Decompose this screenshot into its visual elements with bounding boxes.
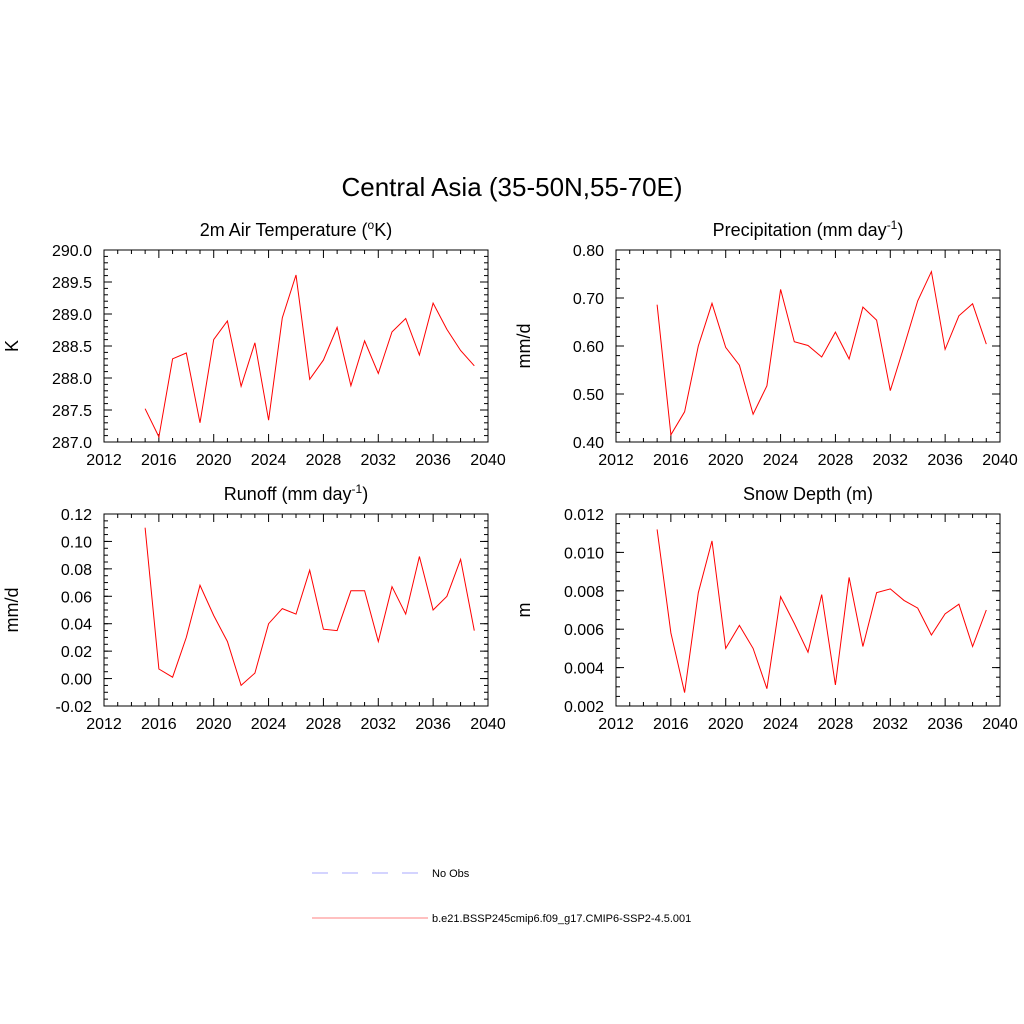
- x-tick-label: 2020: [196, 452, 232, 469]
- x-tick-label: 2020: [708, 452, 744, 469]
- y-tick-label: 0.60: [573, 339, 604, 356]
- x-tick-label: 2020: [708, 716, 744, 733]
- y-tick-label: 0.40: [573, 435, 604, 452]
- x-tick-label: 2024: [763, 716, 799, 733]
- x-tick-label: 2024: [763, 452, 799, 469]
- panel-title-sup: o: [368, 218, 375, 232]
- panel-snow: Snow Depth (m) m 2012 2016 2020 2024 2028 2032 2…: [514, 484, 1018, 733]
- panel-precip: Precipitation (mm day-1) mm/d 2012 2016 2020…: [514, 218, 1018, 469]
- x-tick-label: 2024: [251, 716, 287, 733]
- x-tick-label: 2016: [141, 452, 177, 469]
- axis-frame: [615, 513, 1001, 707]
- y-axis-label: mm/d: [514, 324, 534, 369]
- x-tick-label: 2040: [470, 716, 506, 733]
- x-tick-label: 2012: [86, 716, 122, 733]
- y-tick-label: 289.0: [52, 307, 92, 324]
- panels: 2m Air Temperature (oK) K 2012 2016 2020 2024…: [2, 218, 1018, 733]
- panel-title-sup: -1: [887, 218, 898, 232]
- x-tick-label: 2032: [360, 452, 396, 469]
- y-tick-label: 0.02: [61, 644, 92, 661]
- y-tick-label: 287.0: [52, 435, 92, 452]
- y-tick-label: 0.12: [61, 507, 92, 524]
- x-tick-label: 2036: [415, 716, 451, 733]
- y-tick-label: 0.010: [564, 545, 604, 562]
- x-tick-label: 2040: [982, 716, 1018, 733]
- y-tick-label: 0.008: [564, 584, 604, 601]
- x-tick-label: 2028: [306, 716, 342, 733]
- y-axis-label: K: [2, 340, 22, 352]
- y-tick-label: 0.002: [564, 699, 604, 716]
- panel-title-main: 2m Air Temperature (: [200, 220, 368, 240]
- y-tick-label: 0.04: [61, 617, 92, 634]
- x-tick-label: 2016: [141, 716, 177, 733]
- panel-title-tail: ): [362, 484, 368, 504]
- axis-frame: [103, 513, 489, 707]
- y-tick-label: 288.5: [52, 339, 92, 356]
- y-tick-label: -0.02: [56, 699, 93, 716]
- y-tick-label: 0.10: [61, 534, 92, 551]
- panel-title-main: Precipitation (mm day: [713, 220, 887, 240]
- panel-title-sup: -1: [352, 482, 363, 496]
- series-line: [144, 527, 475, 687]
- x-tick-label: 2036: [415, 452, 451, 469]
- x-tick-label: 2040: [982, 452, 1018, 469]
- y-tick-label: 287.5: [52, 403, 92, 420]
- panel-runoff: Runoff (mm day-1) mm/d 2012 2016 2020 2024 202…: [2, 482, 506, 733]
- x-tick-label: 2020: [196, 716, 232, 733]
- panel-title: 2m Air Temperature (oK): [200, 218, 392, 240]
- x-tick-label: 2028: [306, 452, 342, 469]
- figure-title: Central Asia (35-50N,55-70E): [341, 172, 682, 202]
- x-tick-label: 2012: [598, 452, 634, 469]
- legend-label-model: b.e21.BSSP245cmip6.f09_g17.CMIP6-SSP2-4.…: [432, 913, 691, 925]
- x-tick-label: 2032: [872, 452, 908, 469]
- series-line: [656, 269, 987, 437]
- legend-label-obs: No Obs: [432, 868, 470, 880]
- panel-title-tail: ): [897, 220, 903, 240]
- panel-title: Precipitation (mm day-1): [713, 218, 904, 240]
- panel-title: Snow Depth (m): [743, 484, 873, 504]
- y-tick-label: 0.006: [564, 622, 604, 639]
- y-tick-label: 0.50: [573, 387, 604, 404]
- x-tick-label: 2012: [598, 716, 634, 733]
- y-axis-label: mm/d: [2, 588, 22, 633]
- panel-title-main: Snow Depth (m): [743, 484, 873, 504]
- y-tick-label: 0.012: [564, 507, 604, 524]
- series-line: [656, 529, 987, 693]
- x-tick-label: 2024: [251, 452, 287, 469]
- y-tick-label: 0.80: [573, 243, 604, 260]
- y-tick-label: 0.70: [573, 291, 604, 308]
- panel-temp: 2m Air Temperature (oK) K 2012 2016 2020 2024…: [2, 218, 506, 469]
- x-tick-label: 2016: [653, 452, 689, 469]
- y-tick-label: 290.0: [52, 243, 92, 260]
- y-tick-label: 288.0: [52, 371, 92, 388]
- x-tick-label: 2032: [872, 716, 908, 733]
- y-tick-label: 0.08: [61, 562, 92, 579]
- x-tick-label: 2016: [653, 716, 689, 733]
- x-tick-label: 2028: [818, 452, 854, 469]
- y-axis-label: m: [514, 603, 534, 618]
- x-tick-label: 2032: [360, 716, 396, 733]
- x-tick-label: 2028: [818, 716, 854, 733]
- panel-title-main: Runoff (mm day: [224, 484, 352, 504]
- y-tick-label: 0.00: [61, 672, 92, 689]
- legend: No Obs b.e21.BSSP245cmip6.f09_g17.CMIP6-…: [312, 868, 691, 925]
- x-tick-label: 2040: [470, 452, 506, 469]
- y-tick-label: 0.004: [564, 661, 604, 678]
- series-line: [144, 274, 475, 439]
- y-tick-label: 289.5: [52, 275, 92, 292]
- x-tick-label: 2036: [927, 452, 963, 469]
- y-tick-label: 0.06: [61, 589, 92, 606]
- panel-title-tail: K): [374, 220, 392, 240]
- panel-title: Runoff (mm day-1): [224, 482, 368, 504]
- x-tick-label: 2036: [927, 716, 963, 733]
- x-tick-label: 2012: [86, 452, 122, 469]
